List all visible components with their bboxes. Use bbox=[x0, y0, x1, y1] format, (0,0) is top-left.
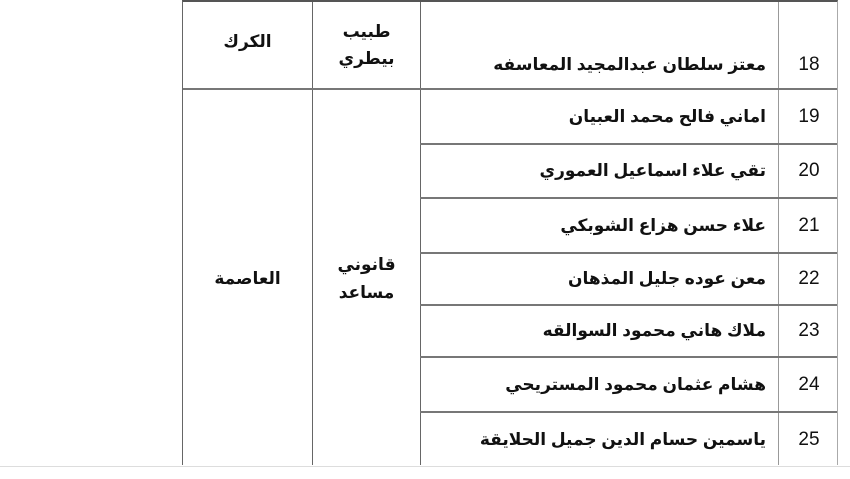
name-cell: تقي علاء اسماعيل العموري bbox=[539, 161, 766, 180]
name-cell: معتز سلطان عبدالمجيد المعاسفه bbox=[493, 55, 766, 74]
row-number: 19 bbox=[798, 105, 820, 127]
job-title-line: بيطري bbox=[338, 49, 395, 68]
candidates-table: الكرك طبيب بيطري العاصمة قانوني مساعد مع… bbox=[182, 0, 838, 465]
job-cell: قانوني مساعد bbox=[313, 90, 420, 467]
row-divider bbox=[183, 88, 837, 90]
column-divider bbox=[312, 2, 313, 465]
name-cell: هشام عثمان محمود المستريحي bbox=[505, 374, 766, 394]
page-divider bbox=[0, 466, 850, 467]
row-number: 24 bbox=[798, 373, 820, 395]
row-divider bbox=[420, 356, 837, 358]
job-title-line: طبيب bbox=[342, 21, 391, 41]
name-cell: ملاك هاني محمود السوالقه bbox=[542, 321, 766, 340]
row-divider bbox=[420, 304, 837, 306]
row-divider bbox=[420, 411, 837, 413]
row-number: 23 bbox=[798, 320, 820, 341]
column-divider bbox=[420, 2, 421, 465]
region-cell: العاصمة bbox=[214, 268, 281, 288]
row-divider bbox=[420, 143, 837, 145]
row-number: 20 bbox=[798, 160, 820, 181]
job-title-line: مساعد bbox=[338, 282, 395, 302]
name-cell: علاء حسن هزاع الشوبكي bbox=[560, 215, 766, 235]
row-number: 21 bbox=[798, 214, 820, 236]
job-title-line: قانوني bbox=[337, 255, 396, 275]
column-divider bbox=[778, 2, 779, 465]
row-divider bbox=[420, 197, 837, 199]
region-cell: الكرك bbox=[223, 32, 272, 52]
name-cell: معن عوده جليل المذهان bbox=[567, 269, 766, 288]
job-cell: طبيب بيطري bbox=[313, 2, 420, 88]
row-number: 18 bbox=[798, 54, 820, 75]
name-cell: اماني فالح محمد العبيان bbox=[568, 106, 766, 126]
row-divider bbox=[420, 252, 837, 254]
name-cell: ياسمين حسام الدين جميل الحلايقة bbox=[479, 430, 766, 449]
row-number: 25 bbox=[798, 429, 820, 450]
row-number: 22 bbox=[798, 268, 820, 289]
